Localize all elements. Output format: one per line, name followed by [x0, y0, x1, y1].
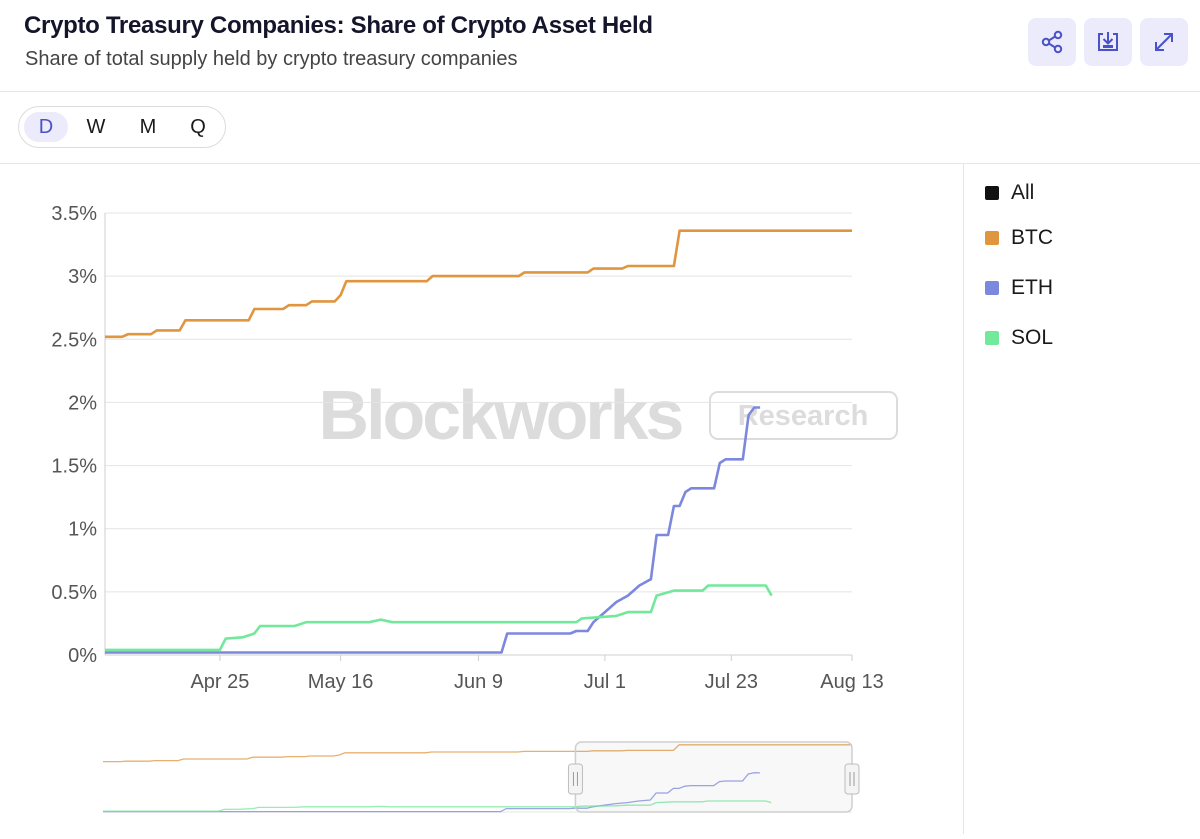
expand-icon [1155, 33, 1173, 51]
navigator-line-btc [103, 744, 852, 763]
series-line-eth[interactable] [105, 406, 761, 654]
watermark-badge: Research [738, 400, 869, 432]
x-tick-label: Jul 23 [705, 671, 758, 693]
share-icon [1041, 30, 1063, 54]
period-button-week[interactable]: W [86, 116, 106, 138]
legend-item-all[interactable]: All [985, 178, 1034, 208]
navigator-handle-right[interactable] [844, 763, 860, 795]
period-button-quarter[interactable]: Q [190, 116, 206, 138]
legend-swatch-eth [985, 281, 999, 295]
legend-label-all: All [1011, 181, 1035, 204]
y-tick-label: 0% [68, 645, 97, 667]
legend-item-eth[interactable]: ETH [985, 273, 1053, 303]
grid-lines [104, 212, 852, 656]
x-tick-label: Jun 9 [454, 671, 503, 693]
legend-label-eth: ETH [1011, 276, 1053, 299]
chart-header: Crypto Treasury Companies: Share of Cryp… [0, 0, 1200, 92]
share-button[interactable] [1028, 18, 1076, 66]
chart-subtitle: Share of total supply held by crypto tre… [25, 48, 518, 70]
navigator-window[interactable] [574, 741, 853, 813]
expand-button[interactable] [1140, 18, 1188, 66]
watermark-badge-frame [709, 391, 898, 440]
legend-item-sol[interactable]: SOL [985, 323, 1053, 353]
navigator-line-sol [103, 800, 772, 812]
y-tick-label: 1.5% [51, 456, 97, 478]
y-tick-label: 3.5% [51, 203, 97, 225]
watermark-brand: Blockworks [319, 376, 683, 454]
series-line-sol[interactable] [105, 584, 773, 652]
series-lines [105, 229, 852, 654]
series-line-btc[interactable] [105, 229, 852, 339]
chart-title: Crypto Treasury Companies: Share of Cryp… [24, 12, 653, 39]
x-tick-label: May 16 [308, 671, 374, 693]
navigator-handle-left[interactable] [567, 763, 583, 795]
period-button-month[interactable]: M [139, 116, 157, 138]
y-tick-label: 0.5% [51, 582, 97, 604]
y-tick-label: 3% [68, 266, 97, 288]
legend-label-btc: BTC [1011, 226, 1053, 249]
y-tick-label: 1% [68, 519, 97, 541]
download-icon [1098, 32, 1118, 51]
legend-swatch-all [985, 186, 999, 200]
y-tick-label: 2.5% [51, 329, 97, 351]
period-button-day[interactable]: D [24, 112, 68, 142]
legend-swatch-sol [985, 331, 999, 345]
line-chart[interactable]: Blockworks Research 0% 0.5% 1% 1.5% 2% 2.5% 3%… [0, 164, 964, 834]
y-tick-label: 2% [68, 392, 97, 414]
period-toolbar: D W M Q [0, 92, 1200, 164]
x-tick-label: Aug 13 [820, 671, 883, 693]
x-axis: Apr 25 May 16 Jun 9 Jul 1 Jul 23 Aug 13 [190, 655, 884, 693]
legend-swatch-btc [985, 231, 999, 245]
legend-label-sol: SOL [1011, 326, 1054, 349]
legend: All BTC ETH SOL [965, 164, 1200, 834]
y-axis: 0% 0.5% 1% 1.5% 2% 2.5% 3% 3.5% [51, 203, 97, 667]
period-selector: D W M Q [18, 106, 226, 148]
watermark: Blockworks Research [319, 376, 898, 454]
x-tick-label: Jul 1 [584, 671, 626, 693]
legend-item-btc[interactable]: BTC [985, 223, 1053, 253]
plot-area: Blockworks Research 0% 0.5% 1% 1.5% 2% 2.5% 3%… [0, 164, 964, 834]
x-tick-label: Apr 25 [190, 671, 249, 693]
download-button[interactable] [1084, 18, 1132, 66]
range-navigator[interactable] [103, 741, 860, 813]
